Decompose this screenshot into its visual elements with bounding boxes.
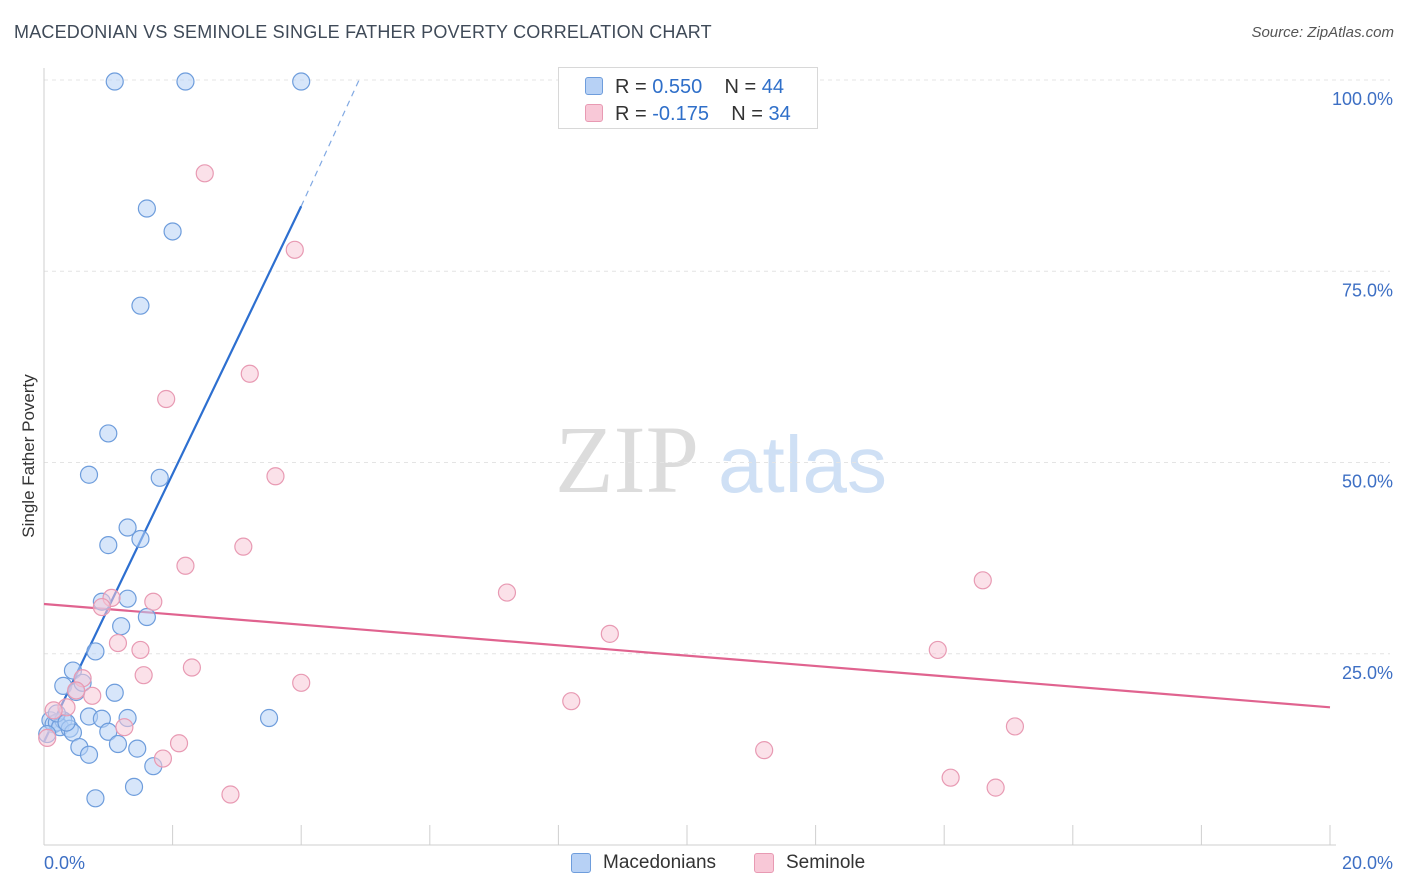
y-tick-label: 50.0% (1342, 472, 1393, 492)
point-seminole (176, 556, 195, 575)
point-macedonians (57, 713, 76, 732)
point-seminole (115, 718, 134, 737)
point-macedonians (124, 777, 144, 796)
legend-swatch-seminole (585, 104, 603, 122)
point-seminole (182, 658, 201, 677)
point-seminole (973, 571, 992, 590)
watermark-atlas: atlas (718, 420, 887, 509)
point-seminole (92, 597, 111, 617)
point-macedonians (105, 72, 124, 91)
point-seminole (67, 681, 86, 700)
point-macedonians (128, 739, 147, 758)
point-macedonians (137, 607, 156, 627)
axes (43, 68, 1336, 846)
point-seminole (131, 640, 150, 660)
point-macedonians (131, 296, 150, 315)
point-seminole (986, 778, 1005, 797)
point-seminole (221, 785, 240, 804)
point-macedonians (112, 617, 131, 636)
point-seminole (285, 240, 304, 259)
point-seminole (234, 537, 253, 556)
bottom-legend-swatch-seminole (754, 853, 774, 873)
y-tick-label: 100.0% (1332, 89, 1393, 109)
legend-stats-seminole: R = -0.175 N = 34 (615, 103, 791, 126)
bottom-legend-label-seminole: Seminole (786, 852, 866, 873)
axis-labels: 25.0% 50.0% 75.0% 100.0% 0.0% 20.0% Single Fat… (19, 89, 1393, 873)
y-axis-title: Single Father Poverty (19, 374, 38, 538)
trend-extension-macedonians (300, 79, 360, 207)
point-seminole (153, 749, 173, 768)
point-macedonians (163, 222, 182, 241)
data-points (38, 72, 1025, 808)
point-macedonians (108, 734, 128, 754)
point-macedonians (118, 518, 137, 537)
point-seminole (195, 164, 214, 183)
point-seminole (240, 364, 259, 383)
point-seminole (928, 640, 947, 660)
point-macedonians (79, 745, 99, 764)
y-tick-label: 75.0% (1342, 280, 1393, 300)
point-seminole (292, 673, 311, 692)
point-macedonians (137, 199, 156, 218)
point-seminole (266, 467, 285, 486)
x-tick-label: 20.0% (1342, 853, 1393, 873)
point-seminole (1005, 717, 1025, 736)
n-value: 44 (761, 75, 785, 98)
point-seminole (83, 686, 102, 705)
r-value: -0.175 (652, 102, 709, 125)
point-seminole (44, 701, 63, 720)
point-macedonians (131, 529, 150, 549)
point-macedonians (176, 72, 195, 91)
point-macedonians (150, 468, 169, 487)
point-seminole (134, 666, 153, 685)
n-label: N = (731, 102, 769, 125)
r-label: R = (615, 75, 653, 98)
chart-source: Source: ZipAtlas.com (1251, 24, 1394, 41)
legend-stats-macedonians: R = 0.550 N = 44 (615, 76, 784, 99)
legend-swatch-macedonians (585, 77, 603, 95)
point-seminole (755, 741, 774, 760)
point-macedonians (79, 465, 99, 484)
y-tick-label: 25.0% (1342, 663, 1393, 683)
point-macedonians (86, 642, 105, 661)
point-macedonians (105, 683, 124, 702)
point-macedonians (86, 789, 105, 808)
bottom-legend-label-macedonians: Macedonians (603, 852, 717, 873)
point-macedonians (118, 589, 137, 608)
point-seminole (600, 624, 619, 643)
point-macedonians (99, 424, 118, 443)
watermark: ZIP atlas (555, 406, 887, 513)
bottom-legend-macedonians: Macedonians (571, 852, 716, 874)
point-macedonians (99, 536, 118, 555)
point-seminole (108, 633, 128, 653)
x-tick-label: 0.0% (44, 853, 85, 873)
point-seminole (144, 592, 163, 611)
point-macedonians (292, 72, 311, 91)
point-seminole (497, 583, 517, 602)
point-seminole (157, 389, 176, 409)
gridlines (44, 79, 1390, 655)
n-value: 34 (768, 102, 791, 125)
correlation-legend: R = 0.550 N = 44 R = -0.175 N = 34 (558, 67, 818, 129)
point-seminole (941, 768, 960, 787)
trend-line-seminole (43, 602, 1331, 709)
point-seminole (38, 728, 57, 748)
watermark-zip: ZIP (555, 406, 699, 513)
r-value: 0.550 (652, 75, 703, 98)
chart-title: MACEDONIAN VS SEMINOLE SINGLE FATHER POV… (14, 22, 712, 42)
bottom-legend-seminole: Seminole (754, 852, 865, 874)
bottom-legend-swatch-macedonians (571, 853, 591, 873)
n-label: N = (724, 75, 762, 98)
point-seminole (169, 734, 189, 753)
r-label: R = (615, 102, 653, 125)
point-macedonians (259, 708, 279, 728)
point-seminole (562, 692, 581, 711)
